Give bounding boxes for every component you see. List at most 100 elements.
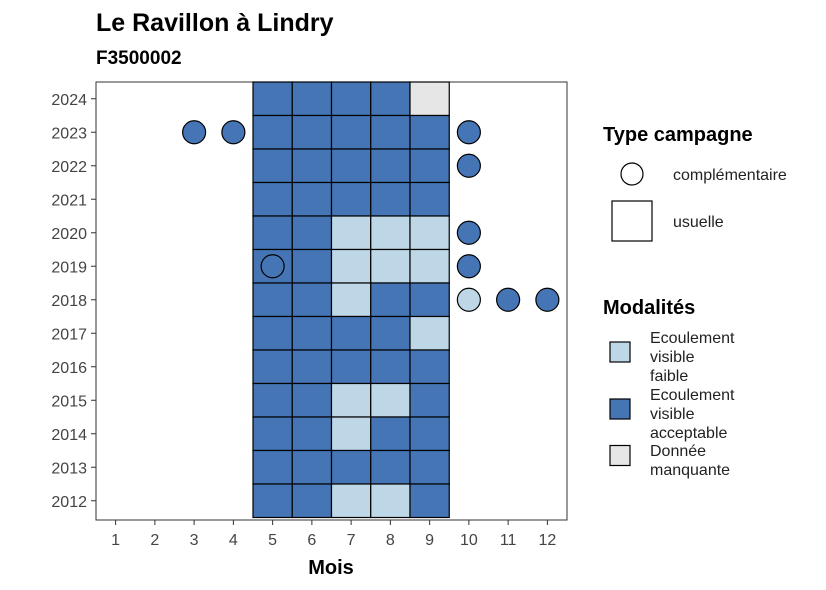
- legend-label-line: Ecoulement: [650, 330, 735, 347]
- tile: [330, 349, 372, 385]
- y-tick-label: 2021: [51, 192, 87, 209]
- x-tick-label: 1: [111, 532, 120, 549]
- tile: [409, 449, 450, 485]
- tile: [252, 315, 293, 351]
- tile: [291, 315, 333, 351]
- y-tick-label: 2020: [51, 226, 87, 243]
- legend-label-manquante: Donnée manquante: [650, 443, 730, 479]
- tile: [370, 114, 411, 150]
- tile: [370, 449, 411, 485]
- legend-type-label-usuelle: usuelle: [673, 214, 724, 231]
- tile: [409, 282, 450, 318]
- tile: [409, 81, 450, 117]
- tile: [370, 248, 411, 284]
- legend-type-label-complementaire: complémentaire: [673, 167, 787, 184]
- tile: [409, 349, 450, 385]
- x-tick-label: 7: [347, 532, 356, 549]
- tile: [291, 114, 333, 150]
- tile: [330, 382, 372, 418]
- tile: [252, 382, 293, 418]
- y-tick-label: 2013: [51, 460, 87, 477]
- tile: [252, 181, 293, 217]
- tile: [330, 81, 372, 117]
- y-tick-label: 2017: [51, 326, 87, 343]
- legend-label-line: visible: [650, 406, 695, 423]
- tile: [252, 449, 293, 485]
- circle-point: [535, 287, 560, 312]
- tile: [291, 349, 333, 385]
- legend-label-line: faible: [650, 368, 688, 385]
- legend-swatch-acceptable: [609, 398, 631, 420]
- tile: [409, 248, 450, 284]
- tile: [330, 449, 372, 485]
- x-tick-label: 6: [307, 532, 316, 549]
- tile: [291, 148, 333, 184]
- x-axis-title: Mois: [308, 557, 354, 579]
- y-tick-label: 2019: [51, 259, 87, 276]
- tile: [409, 215, 450, 251]
- tile: [370, 181, 411, 217]
- legend-label-line: acceptable: [650, 425, 727, 442]
- y-tick-label: 2016: [51, 360, 87, 377]
- tile: [291, 248, 333, 284]
- tile: [330, 483, 372, 519]
- tile: [409, 483, 450, 519]
- x-tick-label: 8: [386, 532, 395, 549]
- tile: [370, 349, 411, 385]
- tile: [291, 215, 333, 251]
- tile: [291, 449, 333, 485]
- y-axis: 2012 2013 2014 2015 2016 2017 2018 2019 2020 2021…: [51, 92, 96, 511]
- y-tick-label: 2014: [51, 427, 87, 444]
- legend-circle-swatch: [620, 162, 644, 186]
- x-tick-label: 3: [190, 532, 199, 549]
- tile-layer: [252, 81, 450, 519]
- legend-label-faible: Ecoulement visible faible: [650, 330, 735, 385]
- circle-layer: [182, 120, 560, 312]
- plot-area: [95, 81, 568, 521]
- tile: [370, 148, 411, 184]
- tile: [291, 181, 333, 217]
- tile: [370, 382, 411, 418]
- circle-point: [456, 153, 481, 178]
- y-tick-label: 2024: [51, 92, 87, 109]
- circle-point: [260, 254, 285, 279]
- tile: [330, 282, 372, 318]
- tile: [409, 382, 450, 418]
- tile: [330, 181, 372, 217]
- tile: [252, 81, 293, 117]
- x-tick-label: 9: [425, 532, 434, 549]
- tile: [370, 81, 411, 117]
- tile: [409, 148, 450, 184]
- tile: [330, 215, 372, 251]
- tile: [370, 416, 411, 452]
- tile: [252, 215, 293, 251]
- tile: [291, 382, 333, 418]
- legend-type-title: Type campagne: [603, 124, 753, 146]
- tile: [409, 181, 450, 217]
- legend-swatch-faible: [609, 341, 631, 363]
- tile: [252, 148, 293, 184]
- tile: [409, 416, 450, 452]
- tile: [252, 416, 293, 452]
- circle-point: [182, 120, 207, 145]
- tile: [330, 416, 372, 452]
- circle-point: [221, 120, 246, 145]
- tile: [370, 282, 411, 318]
- x-tick-label: 12: [538, 532, 556, 549]
- circle-point: [456, 287, 481, 312]
- x-tick-label: 11: [500, 532, 517, 549]
- legend-label-line: Ecoulement: [650, 387, 735, 404]
- circle-point: [456, 254, 481, 279]
- legend-label-line: manquante: [650, 462, 730, 479]
- tile: [330, 248, 372, 284]
- tile: [252, 349, 293, 385]
- x-tick-label: 2: [150, 532, 159, 549]
- y-tick-label: 2012: [51, 494, 87, 511]
- tile: [252, 114, 293, 150]
- tile: [409, 114, 450, 150]
- y-tick-label: 2023: [51, 125, 87, 142]
- x-tick-label: 5: [268, 532, 277, 549]
- tile: [291, 282, 333, 318]
- y-tick-label: 2018: [51, 293, 87, 310]
- tile: [330, 315, 372, 351]
